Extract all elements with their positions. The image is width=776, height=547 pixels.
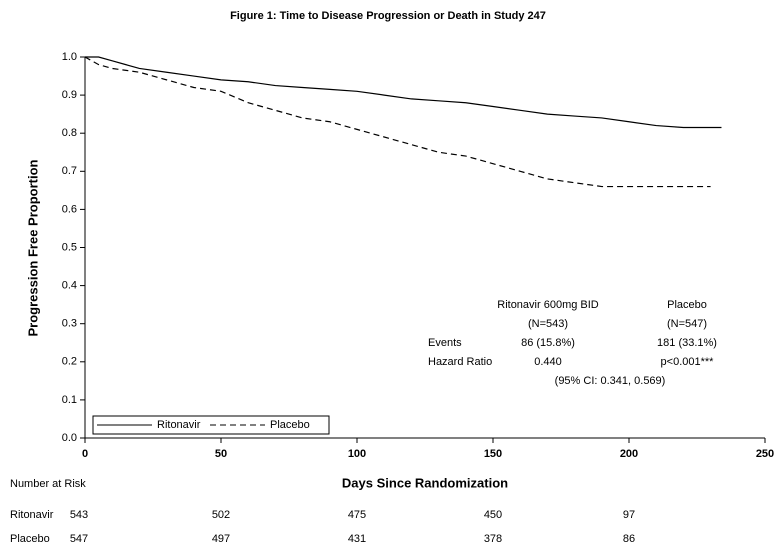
x-tick-label: 100 [348, 448, 366, 460]
y-tick-label: 1.0 [62, 51, 77, 63]
stats-row-label: Events [428, 337, 462, 349]
x-tick-label: 250 [756, 448, 774, 460]
stats-ci: (95% CI: 0.341, 0.569) [555, 375, 666, 387]
risk-count: 502 [212, 509, 230, 521]
stats-cell: p<0.001*** [661, 356, 715, 368]
stats-cell: 181 (33.1%) [657, 337, 717, 349]
risk-row-label: Placebo [10, 533, 50, 545]
y-tick-label: 0.7 [62, 165, 77, 177]
y-tick-label: 0.2 [62, 356, 77, 368]
risk-row-label: Ritonavir [10, 509, 54, 521]
survival-line [84, 56, 711, 188]
stats-n: (N=543) [528, 318, 568, 330]
y-tick-label: 0.4 [62, 280, 77, 292]
survival-line [85, 56, 722, 129]
risk-count: 547 [70, 533, 88, 545]
y-tick-label: 0.0 [62, 432, 77, 444]
chart-title: Figure 1: Time to Disease Progression or… [230, 10, 546, 22]
risk-title: Number at Risk [10, 478, 86, 490]
x-tick-label: 50 [215, 448, 227, 460]
y-axis-label: Progression Free Proportion [25, 159, 40, 336]
risk-count: 497 [212, 533, 230, 545]
x-tick-label: 0 [82, 448, 88, 460]
risk-count: 378 [484, 533, 502, 545]
stats-cell: 0.440 [534, 356, 562, 368]
stats-header: Placebo [667, 299, 707, 311]
y-tick-label: 0.3 [62, 318, 77, 330]
x-tick-label: 200 [620, 448, 638, 460]
x-axis-label: Days Since Randomization [342, 475, 508, 490]
y-tick-label: 0.1 [62, 394, 77, 406]
legend-label: Ritonavir [157, 419, 201, 431]
stats-n: (N=547) [667, 318, 707, 330]
legend-label: Placebo [270, 419, 310, 431]
risk-count: 86 [623, 533, 635, 545]
risk-count: 475 [348, 509, 366, 521]
y-tick-label: 0.9 [62, 89, 77, 101]
stats-header: Ritonavir 600mg BID [497, 299, 599, 311]
risk-count: 543 [70, 509, 88, 521]
stats-cell: 86 (15.8%) [521, 337, 575, 349]
y-tick-label: 0.6 [62, 203, 77, 215]
y-tick-label: 0.8 [62, 127, 77, 139]
risk-count: 97 [623, 509, 635, 521]
risk-count: 431 [348, 533, 366, 545]
x-tick-label: 150 [484, 448, 502, 460]
y-tick-label: 0.5 [62, 241, 77, 253]
stats-row-label: Hazard Ratio [428, 356, 492, 368]
risk-count: 450 [484, 509, 502, 521]
